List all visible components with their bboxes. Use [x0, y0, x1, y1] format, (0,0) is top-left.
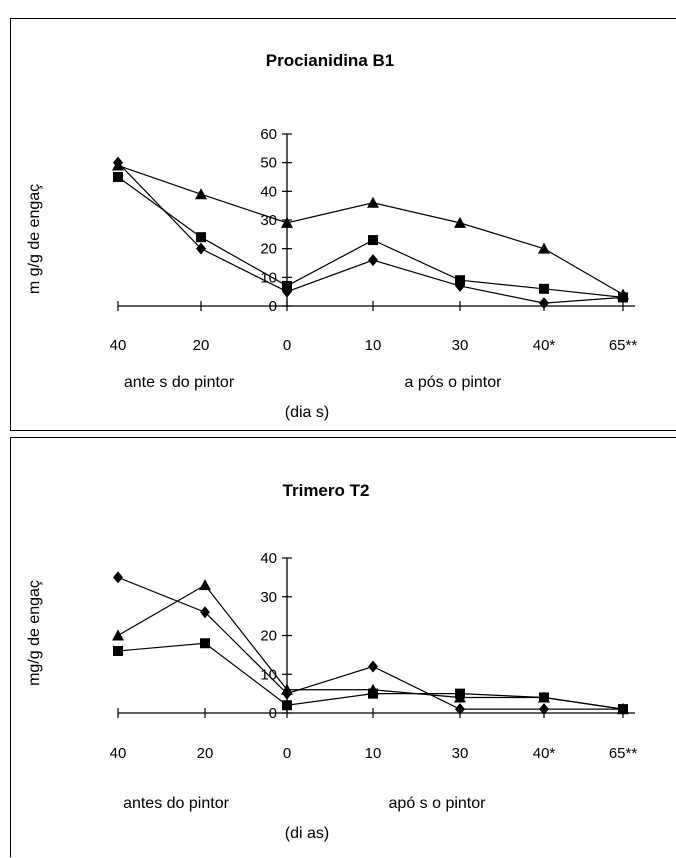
square-marker — [368, 235, 378, 246]
diamond-marker — [196, 242, 206, 255]
group-label-before: ante s do pintor — [124, 374, 235, 391]
square-marker — [282, 700, 292, 711]
x-tick-label: 40* — [533, 337, 556, 354]
x-tick-label: 40 — [110, 745, 127, 762]
diamond-marker — [113, 156, 123, 169]
chart-panel-procianidina: Procianidina B1 m g/g de engaç ante s do… — [10, 18, 676, 431]
x-tick-label: 40* — [533, 745, 556, 762]
square-marker — [113, 172, 123, 182]
triangle-marker — [281, 216, 293, 228]
square-marker — [539, 283, 549, 294]
diamond-marker — [455, 279, 465, 292]
triangle-marker — [454, 216, 466, 228]
chart-procianidina-b1: Procianidina B1 m g/g de engaç ante s do… — [26, 51, 638, 421]
x-tick-label: 10 — [365, 745, 382, 762]
x-tick-label: 30 — [452, 337, 469, 354]
chart-title: Procianidina B1 — [266, 51, 394, 70]
y-tick-label: 20 — [260, 628, 277, 645]
y-tick-label: 40 — [260, 550, 277, 567]
diamond-marker — [113, 571, 123, 584]
chart-title: Trimero T2 — [283, 481, 370, 500]
diamond-marker — [455, 703, 465, 716]
x-tick-label: 40 — [110, 337, 127, 354]
diamond-marker — [539, 703, 549, 716]
x-axis-label: (dia s) — [285, 404, 329, 421]
series-diamond — [113, 156, 628, 310]
y-tick-label: 40 — [260, 183, 277, 200]
x-tick-label: 0 — [283, 337, 291, 354]
x-axis-label: (di as) — [285, 825, 329, 842]
triangle-marker — [367, 196, 379, 208]
y-tick-label: 0 — [269, 298, 277, 315]
y-tick-label: 30 — [260, 589, 277, 606]
x-tick-label: 65** — [609, 337, 638, 354]
diamond-marker — [368, 660, 378, 673]
triangle-marker — [281, 683, 293, 695]
chart-trimero-t2: Trimero T2 mg/g de engaç antes do pintor… — [26, 481, 638, 842]
x-tick-label: 20 — [197, 745, 214, 762]
square-marker — [113, 646, 123, 656]
diamond-marker — [539, 297, 549, 310]
series-line — [117, 162, 624, 304]
square-marker — [200, 638, 210, 649]
y-axis-label: mg/g de engaç — [26, 580, 43, 686]
square-marker — [455, 688, 465, 699]
x-tick-label: 10 — [365, 337, 382, 354]
series-square — [113, 638, 628, 715]
square-marker — [618, 704, 628, 715]
diamond-marker — [200, 606, 210, 619]
y-tick-label: 0 — [269, 705, 277, 722]
x-tick-label: 30 — [452, 745, 469, 762]
x-tick-label: 65** — [609, 745, 638, 762]
triangle-marker — [538, 242, 550, 254]
series-line — [117, 164, 624, 296]
square-marker — [196, 232, 206, 243]
group-label-after: a pós o pintor — [405, 374, 503, 391]
y-tick-label: 20 — [260, 241, 277, 258]
square-marker — [539, 692, 549, 703]
y-tick-label: 50 — [260, 155, 277, 172]
y-axis-label: m g/g de engaç — [26, 184, 43, 294]
series-triangle — [112, 159, 629, 300]
group-label-after: apó s o pintor — [389, 795, 487, 812]
x-tick-label: 0 — [283, 745, 291, 762]
diamond-marker — [618, 291, 628, 304]
x-tick-label: 20 — [193, 337, 210, 354]
triangle-marker — [195, 188, 207, 200]
square-marker — [368, 688, 378, 699]
chart-panel-trimero: Trimero T2 mg/g de engaç antes do pintor… — [10, 437, 676, 857]
diamond-marker — [282, 285, 292, 298]
triangle-marker — [199, 579, 211, 591]
y-tick-label: 30 — [260, 212, 277, 229]
group-label-before: antes do pintor — [123, 795, 230, 812]
triangle-marker — [112, 629, 124, 641]
y-tick-label: 60 — [260, 126, 277, 143]
diamond-marker — [368, 254, 378, 267]
